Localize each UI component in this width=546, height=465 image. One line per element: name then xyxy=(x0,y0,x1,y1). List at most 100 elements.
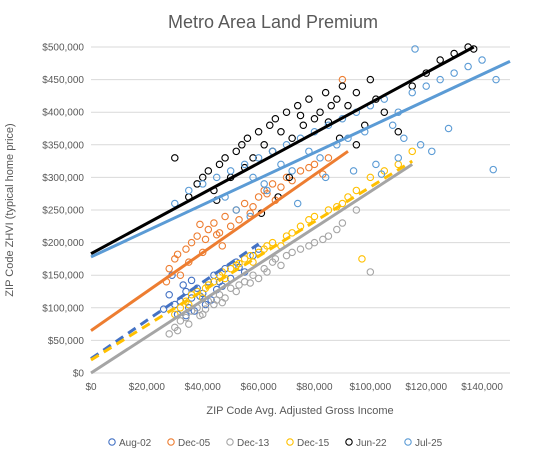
data-point xyxy=(394,154,403,162)
data-point xyxy=(176,317,185,325)
data-point xyxy=(372,160,380,169)
data-point xyxy=(489,165,497,174)
data-point xyxy=(254,274,263,283)
legend-label: Aug-02 xyxy=(119,438,152,449)
data-point xyxy=(187,238,196,247)
data-point xyxy=(296,167,305,175)
data-point xyxy=(349,167,358,175)
data-point xyxy=(358,255,366,263)
y-tick-label: $500,000 xyxy=(42,43,84,54)
data-point xyxy=(263,189,271,198)
data-point xyxy=(277,128,285,136)
data-point xyxy=(204,225,213,234)
data-point xyxy=(344,101,352,110)
data-point xyxy=(198,180,207,188)
data-point xyxy=(173,250,182,259)
x-tick-label: $80,000 xyxy=(296,382,333,393)
data-point xyxy=(182,287,190,296)
data-point xyxy=(338,219,347,227)
y-tick-label: $250,000 xyxy=(42,206,84,217)
data-point xyxy=(201,305,210,313)
x-axis-ticks: $0 $20,000 $40,000 $60,000 $80,000 $100,000 $1… xyxy=(85,382,503,393)
data-point xyxy=(165,330,173,338)
data-point xyxy=(260,141,268,149)
data-point xyxy=(187,294,196,302)
data-point xyxy=(165,291,173,299)
trendline-jun-22 xyxy=(90,45,475,256)
x-tick-label: $60,000 xyxy=(241,382,278,393)
legend-label: Jun-22 xyxy=(356,438,387,449)
data-point xyxy=(305,216,313,224)
series-jun-22-points xyxy=(171,43,478,218)
data-point xyxy=(185,186,193,195)
data-point xyxy=(366,268,375,276)
data-point xyxy=(187,276,196,285)
y-tick-label: $150,000 xyxy=(42,271,84,282)
legend-label: Dec-13 xyxy=(237,438,270,449)
data-point xyxy=(293,199,302,208)
data-point xyxy=(296,245,305,253)
data-point xyxy=(221,154,229,162)
data-point xyxy=(324,232,333,240)
data-point xyxy=(408,88,416,97)
data-point xyxy=(293,101,302,110)
data-point xyxy=(422,82,430,90)
y-tick-label: $0 xyxy=(73,369,85,380)
data-point xyxy=(327,101,335,110)
data-point xyxy=(444,124,453,133)
data-point xyxy=(173,326,182,335)
data-point xyxy=(246,209,254,218)
data-point xyxy=(464,62,472,71)
data-point xyxy=(263,268,271,276)
legend-marker xyxy=(286,438,294,446)
data-point xyxy=(282,108,291,116)
data-point xyxy=(254,245,263,253)
data-point xyxy=(408,147,416,156)
data-point xyxy=(266,121,274,129)
data-point xyxy=(249,271,257,279)
data-point xyxy=(380,108,389,116)
legend-marker xyxy=(108,438,116,446)
data-point xyxy=(260,180,268,188)
legend-item-dec-15: Dec-15 xyxy=(286,438,330,449)
data-point xyxy=(185,258,193,266)
data-point xyxy=(254,128,263,136)
y-axis-title: ZIP Code ZHVI (typical home price) xyxy=(4,123,16,296)
data-point xyxy=(263,186,271,195)
data-point xyxy=(492,75,500,84)
legend-item-jun-22: Jun-22 xyxy=(345,438,387,449)
data-point xyxy=(352,141,361,149)
legend-label: Dec-15 xyxy=(297,438,330,449)
data-point xyxy=(282,173,291,182)
data-point xyxy=(221,212,229,221)
data-point xyxy=(277,183,285,191)
data-point xyxy=(246,251,254,260)
data-point xyxy=(254,193,263,201)
data-point xyxy=(240,255,249,263)
x-tick-label: $40,000 xyxy=(185,382,222,393)
x-tick-label: $120,000 xyxy=(405,382,447,393)
data-point xyxy=(176,271,185,279)
data-point xyxy=(288,248,296,257)
y-tick-label: $450,000 xyxy=(42,75,84,86)
legend: Aug-02 Dec-05 Dec-13 Dec-15 Jun-22 Jul-25 xyxy=(108,438,443,449)
data-point xyxy=(310,238,319,247)
data-point xyxy=(249,154,257,162)
data-point xyxy=(271,255,280,263)
data-point xyxy=(232,287,241,296)
data-point xyxy=(299,121,308,129)
data-point xyxy=(436,75,444,84)
data-point xyxy=(159,305,168,313)
data-point xyxy=(226,222,235,231)
data-point xyxy=(305,242,313,250)
data-point xyxy=(232,147,241,156)
x-axis-title: ZIP Code Avg. Adjusted Gross Income xyxy=(206,405,393,417)
data-point xyxy=(232,206,241,214)
data-point xyxy=(212,231,221,239)
trendlines xyxy=(90,45,511,375)
x-tick-label: $140,000 xyxy=(461,382,503,393)
trendline-dec-15 xyxy=(90,159,414,362)
data-point xyxy=(411,45,419,53)
data-point xyxy=(285,173,294,182)
